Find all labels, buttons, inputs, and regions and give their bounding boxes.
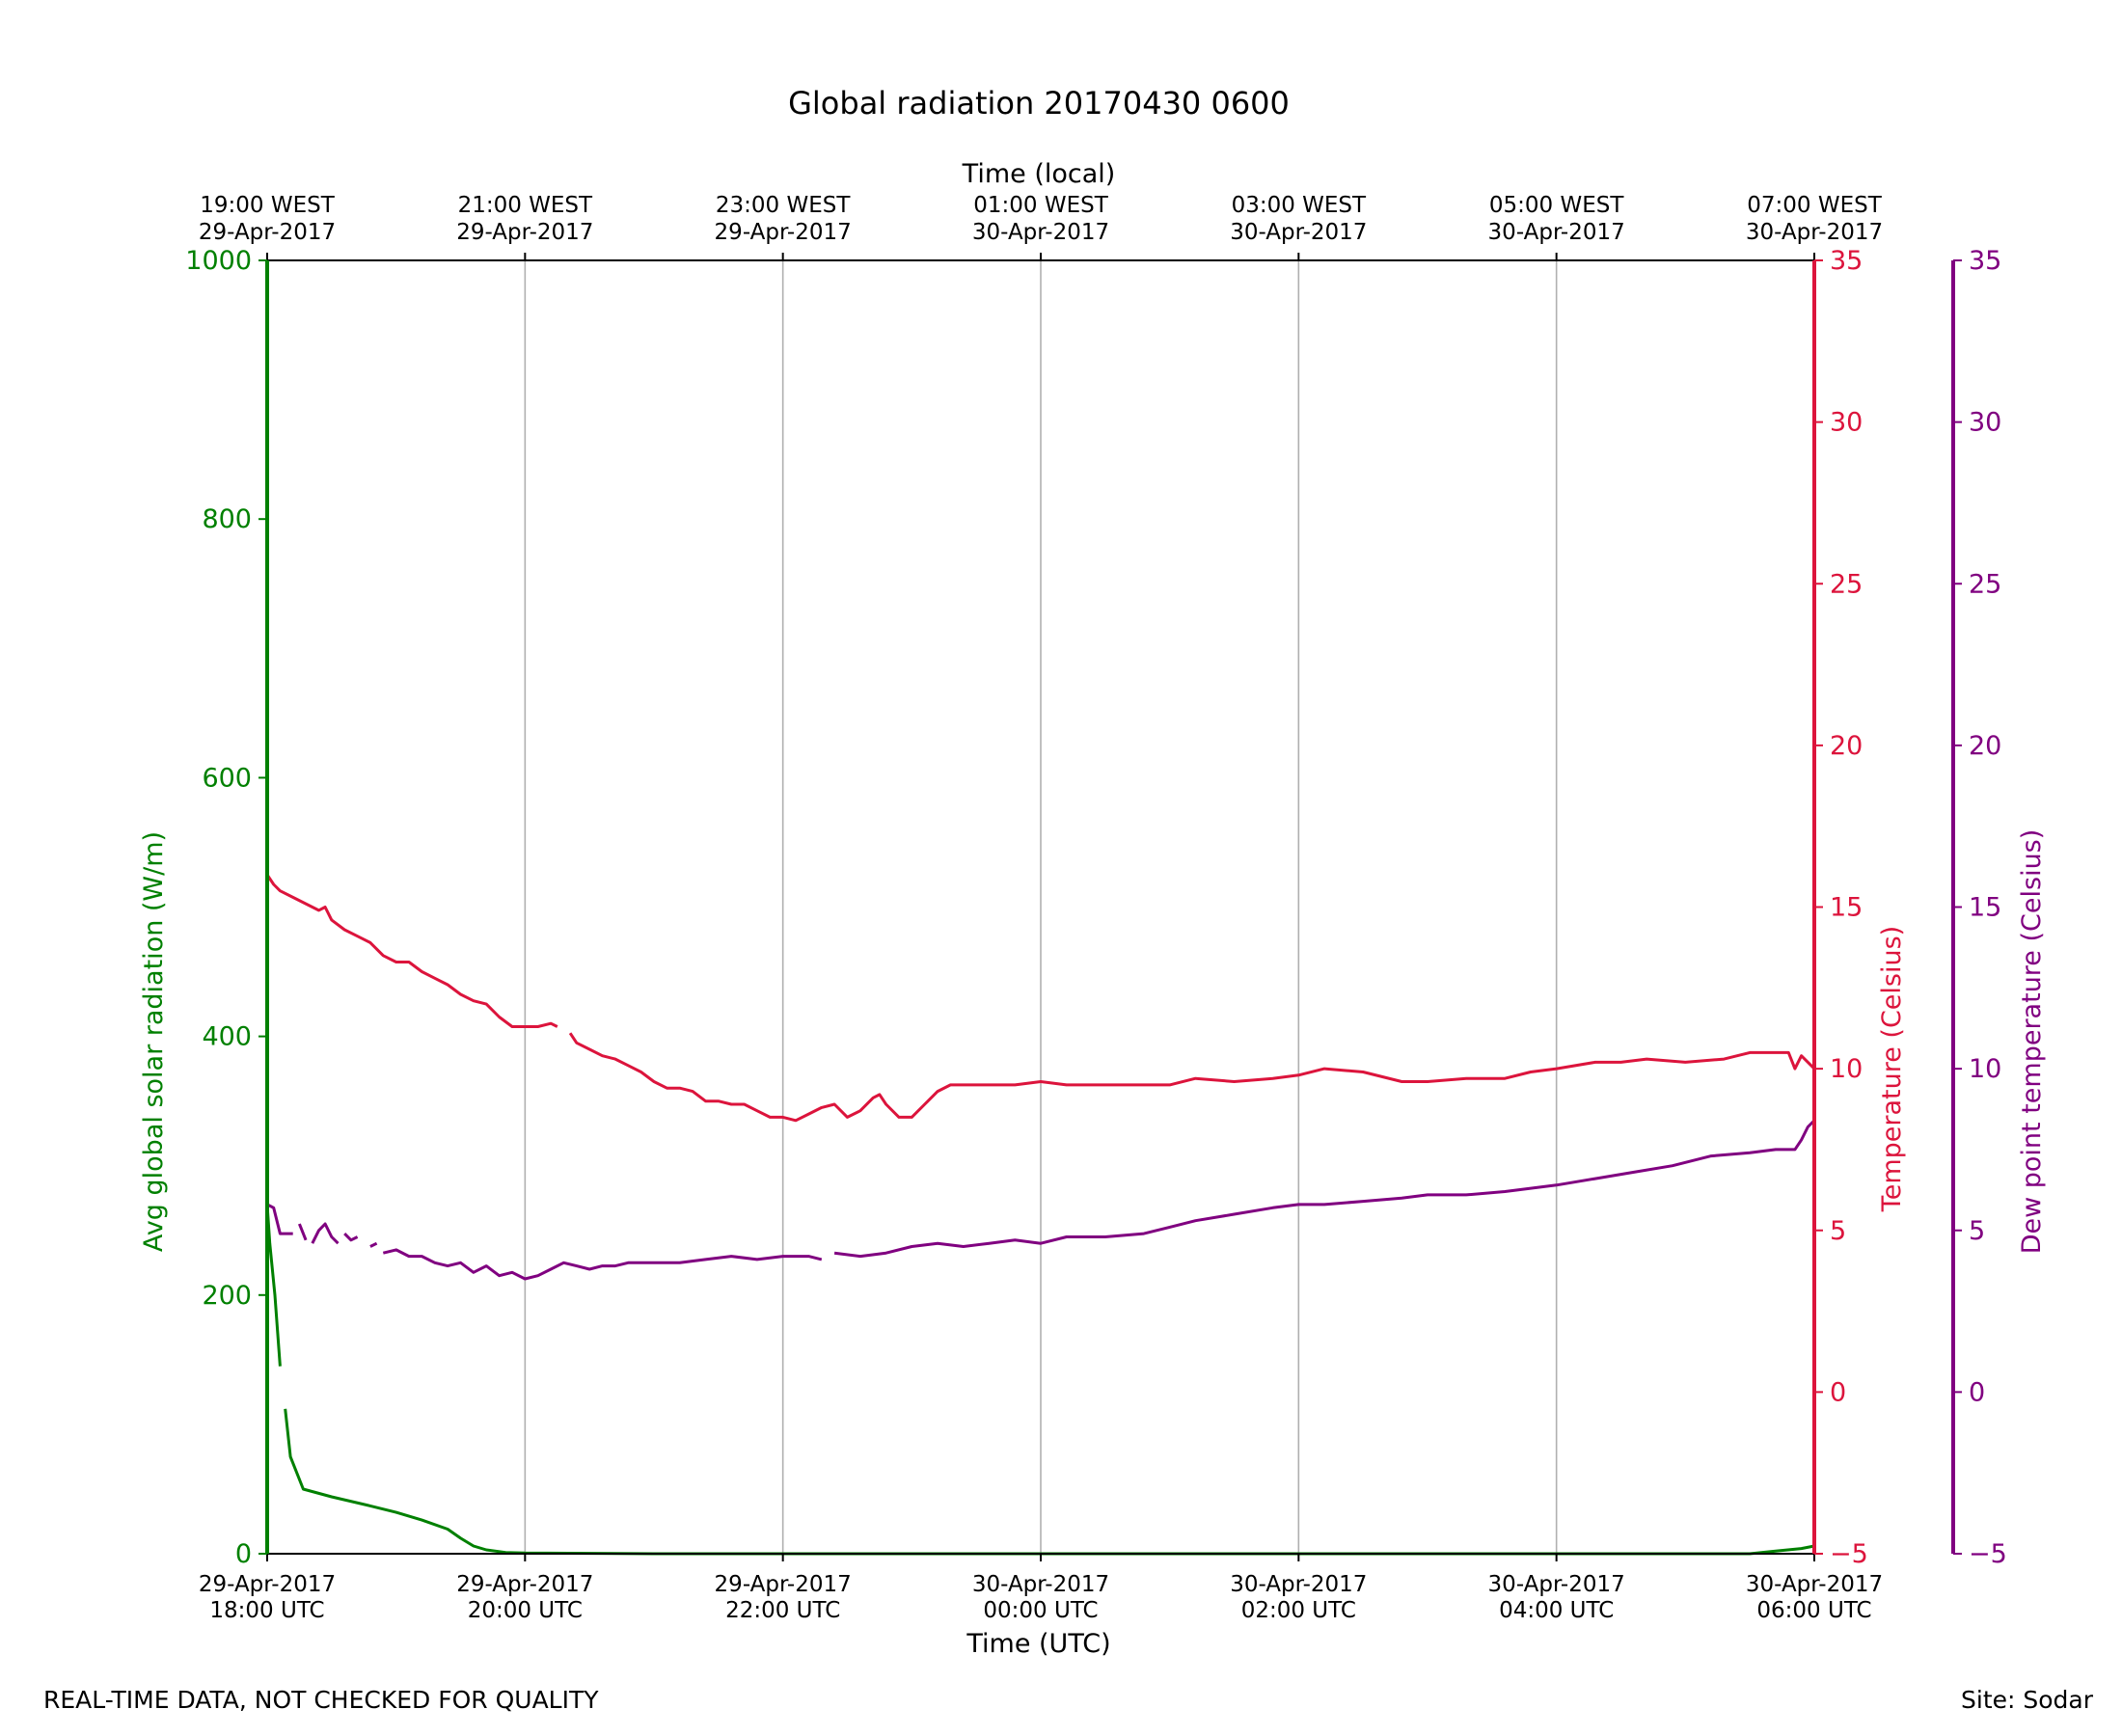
temperature-tick-label: −5 xyxy=(1830,1539,1868,1569)
radiation-tick-label: 800 xyxy=(202,504,252,534)
dewpoint-tick-label: 15 xyxy=(1969,893,2001,923)
x-tick-label: 04:00 UTC xyxy=(1499,1598,1614,1623)
radiation-tick-label: 400 xyxy=(202,1022,252,1052)
top-x-tick-label: 01:00 WEST xyxy=(973,193,1108,218)
dewpoint-series-line xyxy=(266,1203,293,1235)
top-x-tick-label: 21:00 WEST xyxy=(458,193,593,218)
x-tick-label: 02:00 UTC xyxy=(1241,1598,1356,1623)
temperature-tick-label: 30 xyxy=(1830,408,1863,438)
temperature-tick-label: 35 xyxy=(1830,246,1863,276)
dewpoint-tick-label: 30 xyxy=(1969,408,2001,438)
x-tick-label: 29-Apr-2017 xyxy=(199,1572,336,1597)
top-x-tick-label: 30-Apr-2017 xyxy=(1230,220,1367,245)
x-tick-label: 30-Apr-2017 xyxy=(972,1572,1109,1597)
dewpoint-tick-label: 5 xyxy=(1969,1216,1985,1246)
chart-title: Global radiation 20170430 0600 xyxy=(788,85,1290,122)
temperature-tick-label: 5 xyxy=(1830,1216,1846,1246)
top-x-tick-label: 07:00 WEST xyxy=(1747,193,1882,218)
temperature-tick-label: 25 xyxy=(1830,569,1863,599)
temperature-tick-label: 15 xyxy=(1830,893,1863,923)
dewpoint-series-line xyxy=(298,1223,308,1241)
top-x-tick-label: 29-Apr-2017 xyxy=(199,220,336,245)
dewpoint-tick-label: −5 xyxy=(1969,1539,2007,1569)
x-tick-label: 29-Apr-2017 xyxy=(715,1572,852,1597)
dewpoint-axis-label: Dew point temperature (Celsius) xyxy=(2017,829,2047,1255)
temperature-tick-label: 0 xyxy=(1830,1377,1846,1407)
x-axis-label: Time (UTC) xyxy=(966,1629,1110,1659)
dewpoint-tick-label: 35 xyxy=(1969,246,2001,276)
top-x-tick-label: 05:00 WEST xyxy=(1489,193,1624,218)
top-x-tick-label: 30-Apr-2017 xyxy=(1488,220,1625,245)
x-tick-label: 20:00 UTC xyxy=(468,1598,583,1623)
quality-disclaimer: REAL-TIME DATA, NOT CHECKED FOR QUALITY xyxy=(43,1686,599,1714)
x-tick-label: 06:00 UTC xyxy=(1756,1598,1871,1623)
top-x-tick-label: 29-Apr-2017 xyxy=(456,220,593,245)
dewpoint-tick-label: 0 xyxy=(1969,1377,1985,1407)
radiation-tick-label: 200 xyxy=(202,1281,252,1311)
x-tick-label: 30-Apr-2017 xyxy=(1230,1572,1367,1597)
top-x-tick-label: 29-Apr-2017 xyxy=(715,220,852,245)
dewpoint-series-line xyxy=(833,1119,1816,1259)
x-tick-label: 30-Apr-2017 xyxy=(1746,1572,1883,1597)
dewpoint-series-line xyxy=(382,1248,823,1281)
top-x-tick-label: 19:00 WEST xyxy=(200,193,335,218)
dewpoint-tick-label: 25 xyxy=(1969,569,2001,599)
top-x-tick-label: 23:00 WEST xyxy=(716,193,851,218)
x-tick-label: 29-Apr-2017 xyxy=(456,1572,593,1597)
dewpoint-tick-label: 20 xyxy=(1969,731,2001,761)
temperature-series-line xyxy=(568,1032,1816,1123)
top-x-tick-label: 03:00 WEST xyxy=(1232,193,1367,218)
gridlines xyxy=(524,260,1558,1554)
temperature-axis-label: Temperature (Celsius) xyxy=(1877,926,1907,1212)
temperature-tick-label: 20 xyxy=(1830,731,1863,761)
x-tick-label: 30-Apr-2017 xyxy=(1488,1572,1625,1597)
temperature-tick-label: 10 xyxy=(1830,1054,1863,1084)
x-tick-label: 18:00 UTC xyxy=(209,1598,324,1623)
radiation-axis-label: Avg global solar radiation (W/m) xyxy=(139,831,169,1252)
radiation-series-line xyxy=(265,260,282,1367)
dewpoint-series-line xyxy=(369,1241,378,1248)
temperature-series-line xyxy=(265,874,558,1028)
dewpoint-series-line xyxy=(343,1233,359,1242)
radiation-tick-label: 0 xyxy=(235,1539,252,1569)
top-x-tick-label: 30-Apr-2017 xyxy=(1746,220,1883,245)
radiation-series-line xyxy=(284,1408,1815,1556)
x-tick-label: 00:00 UTC xyxy=(983,1598,1098,1623)
top-x-axis-label: Time (local) xyxy=(962,159,1116,189)
dewpoint-series-line xyxy=(311,1222,340,1245)
x-tick-label: 22:00 UTC xyxy=(725,1598,840,1623)
site-label: Site: Sodar xyxy=(1961,1686,2093,1714)
radiation-tick-label: 1000 xyxy=(185,246,252,276)
top-x-tick-label: 30-Apr-2017 xyxy=(972,220,1109,245)
radiation-tick-label: 600 xyxy=(202,763,252,793)
dewpoint-tick-label: 10 xyxy=(1969,1054,2001,1084)
